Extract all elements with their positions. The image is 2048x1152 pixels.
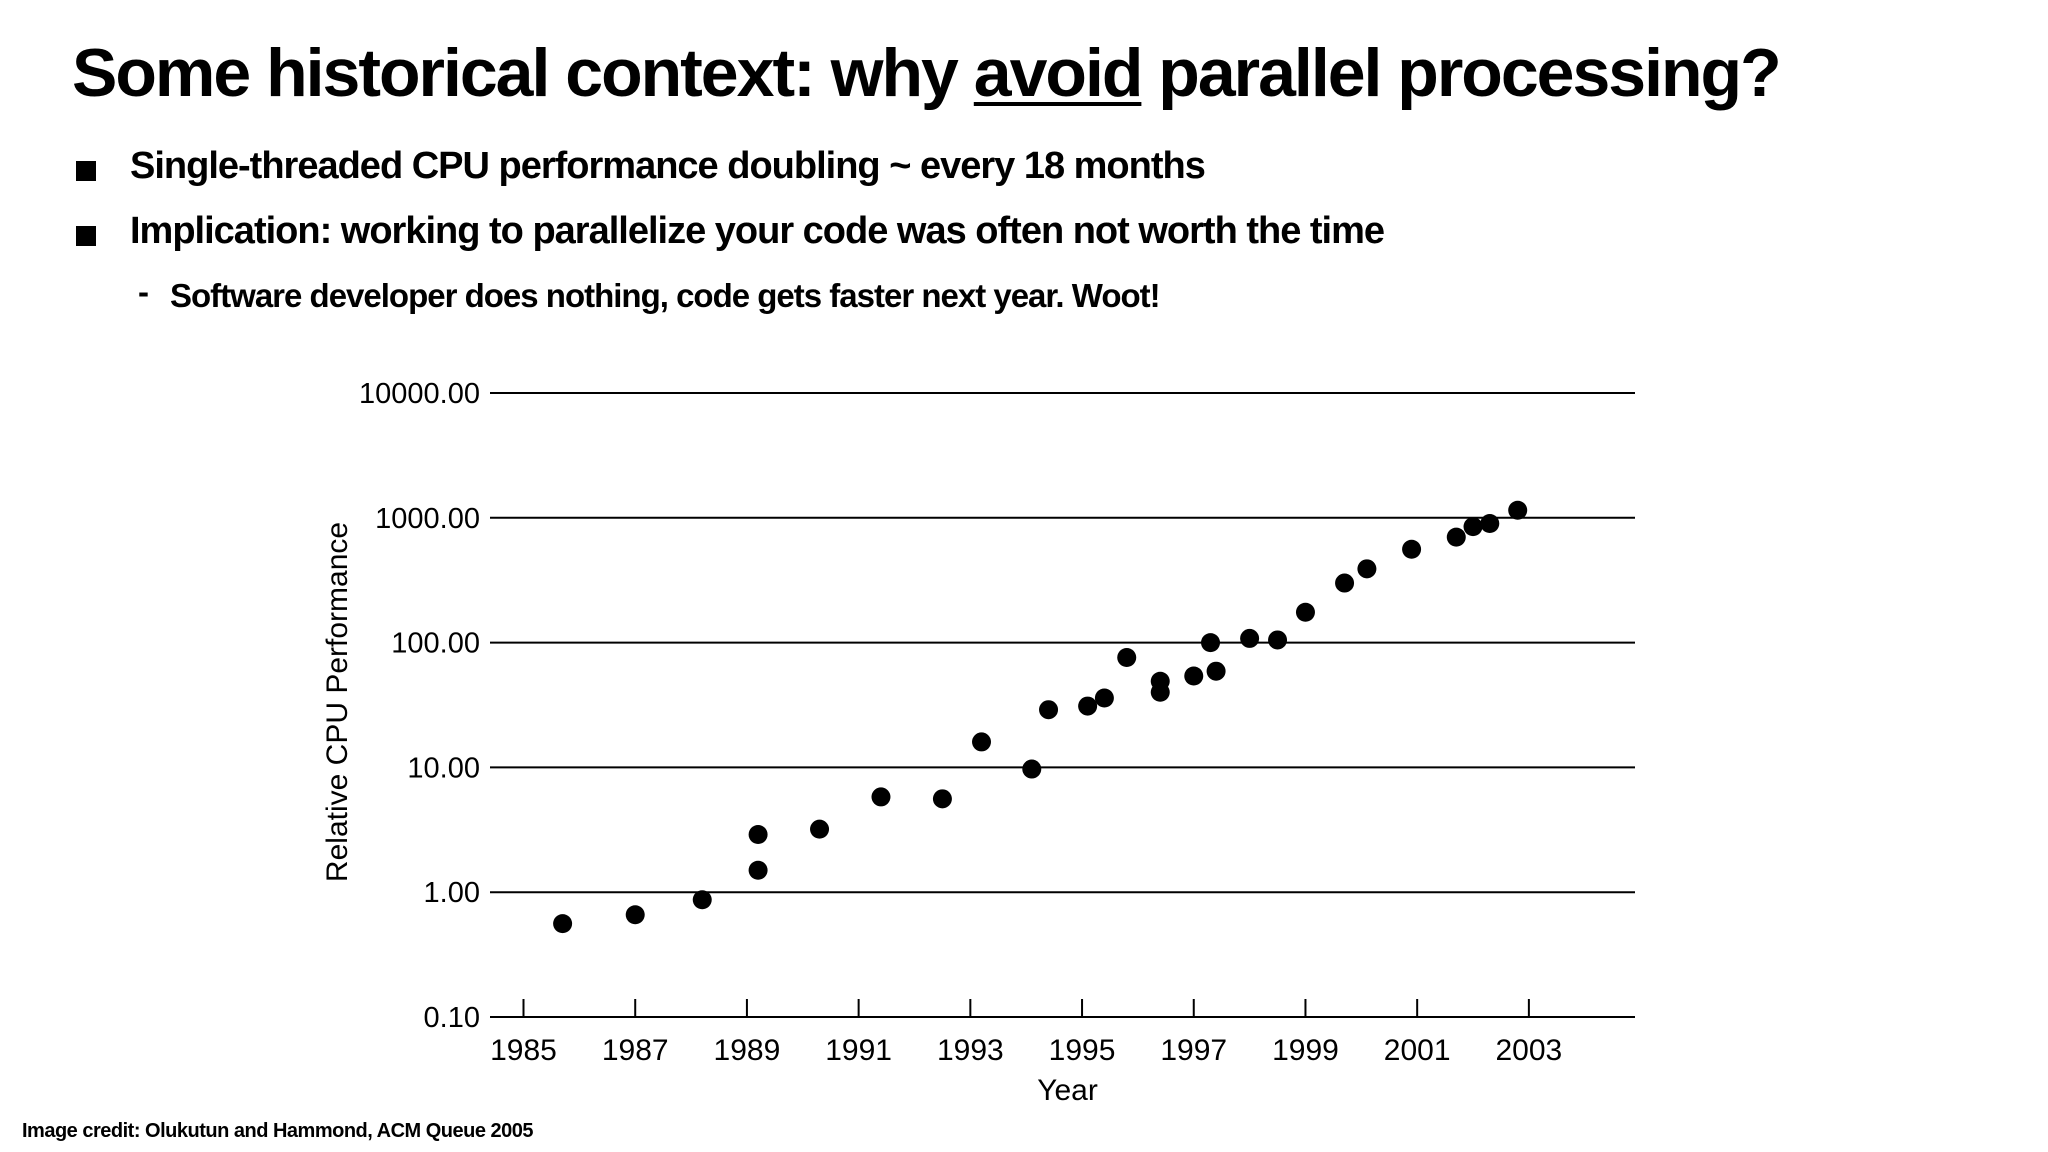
data-point — [1094, 688, 1114, 708]
data-point — [1402, 539, 1422, 559]
title-emphasis: avoid — [973, 35, 1144, 111]
data-point — [932, 789, 952, 809]
sub-bullet-text: Software developer does nothing, code ge… — [170, 277, 1161, 314]
data-point — [810, 819, 830, 839]
x-tick-label: 1993 — [937, 1034, 1004, 1067]
data-point — [1039, 700, 1059, 720]
data-point — [553, 914, 573, 934]
x-tick-label: 2001 — [1384, 1034, 1451, 1067]
title-before: Some historical context: why — [72, 35, 974, 111]
bullet-1-text: Single-threaded CPU performance doubling… — [130, 145, 1206, 187]
data-point — [1150, 671, 1170, 691]
data-point — [1201, 633, 1221, 653]
x-tick-label: 1999 — [1272, 1034, 1339, 1067]
data-point — [1117, 647, 1137, 667]
data-point — [748, 824, 768, 844]
bullet-2: Implication: working to parallelize your… — [76, 210, 1385, 253]
data-point — [748, 860, 768, 880]
sub-bullet: - Software developer does nothing, code … — [138, 273, 1161, 315]
x-axis-label: Year — [1037, 1074, 1098, 1107]
data-point — [1335, 573, 1355, 593]
data-point — [1295, 602, 1315, 622]
data-point — [625, 905, 645, 925]
y-tick-label: 1000.00 — [375, 503, 480, 535]
data-point — [1463, 517, 1483, 537]
title-after: parallel processing? — [1141, 35, 1781, 111]
data-point — [1206, 661, 1226, 681]
square-bullet-icon — [76, 226, 96, 246]
data-point — [692, 890, 712, 910]
data-point — [871, 787, 891, 807]
slide-title: Some historical context: why avoid paral… — [72, 28, 1782, 118]
y-tick-label: 10.00 — [407, 752, 480, 784]
data-point — [1446, 527, 1466, 547]
data-point — [1508, 500, 1528, 520]
data-point — [1078, 696, 1098, 716]
x-tick-label: 1991 — [825, 1034, 892, 1067]
y-tick-label: 10000.00 — [359, 378, 480, 410]
square-bullet-icon — [76, 161, 96, 181]
y-tick-label: 100.00 — [391, 628, 480, 660]
dash-bullet-icon: - — [138, 273, 149, 310]
x-tick-label: 1989 — [714, 1034, 781, 1067]
x-tick-label: 1995 — [1049, 1034, 1116, 1067]
data-point — [972, 732, 992, 752]
data-point — [1022, 759, 1042, 779]
x-tick-label: 1985 — [490, 1034, 557, 1067]
y-tick-label: 0.10 — [424, 1002, 480, 1034]
y-tick-label: 1.00 — [424, 877, 480, 909]
bullet-2-text: Implication: working to parallelize your… — [130, 210, 1385, 252]
bullet-1: Single-threaded CPU performance doubling… — [76, 145, 1206, 188]
data-point — [1268, 630, 1288, 650]
y-axis-label: Relative CPU Performance — [321, 522, 354, 882]
x-tick-label: 1997 — [1160, 1034, 1227, 1067]
data-point — [1184, 666, 1204, 686]
data-point — [1480, 514, 1500, 534]
x-tick-label: 1987 — [602, 1034, 669, 1067]
data-point — [1357, 559, 1377, 579]
x-tick-label: 2003 — [1496, 1034, 1563, 1067]
image-credit: Image credit: Olukutun and Hammond, ACM … — [22, 1120, 534, 1142]
data-point — [1240, 628, 1260, 648]
